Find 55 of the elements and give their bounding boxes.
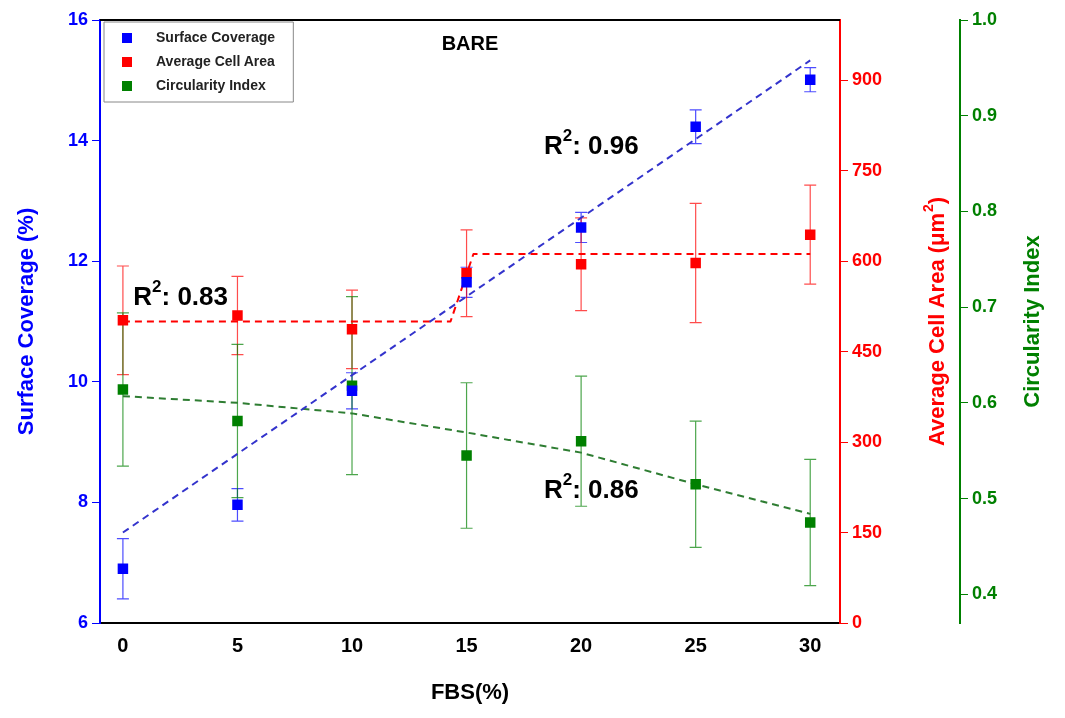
point bbox=[575, 258, 587, 270]
x-tick-label: 25 bbox=[684, 633, 707, 656]
point bbox=[232, 499, 243, 511]
point bbox=[575, 222, 587, 233]
y2-tick-label: 900 bbox=[852, 69, 883, 90]
y-axis-title: Surface Coverage (%) bbox=[13, 207, 39, 436]
point bbox=[346, 324, 358, 335]
point bbox=[804, 517, 816, 528]
point bbox=[804, 229, 816, 240]
y3-tick-label: 0.4 bbox=[972, 583, 998, 604]
y2-tick-label: 0 bbox=[852, 611, 863, 632]
legend-label: Surface Coverage bbox=[156, 28, 276, 45]
annotation: BARE bbox=[441, 31, 499, 54]
y2-tick-label: 300 bbox=[852, 431, 883, 452]
point bbox=[461, 277, 472, 288]
y3-tick-label: 0.9 bbox=[972, 104, 998, 125]
y3-tick-label: 0.8 bbox=[972, 200, 998, 221]
point bbox=[690, 121, 701, 132]
y2-axis-title: Average Cell Area (μm2) bbox=[920, 196, 950, 447]
x-tick-label: 15 bbox=[455, 633, 478, 656]
y-tick-label: 14 bbox=[67, 129, 88, 150]
y3-axis-title: Circularity Index bbox=[1019, 234, 1045, 408]
y2-tick-label: 150 bbox=[852, 521, 883, 542]
point bbox=[232, 415, 243, 427]
point bbox=[804, 74, 816, 85]
x-tick-label: 30 bbox=[799, 633, 822, 656]
point bbox=[575, 435, 587, 447]
point bbox=[346, 385, 358, 397]
y-tick-label: 16 bbox=[67, 8, 88, 29]
point bbox=[117, 315, 129, 326]
point bbox=[117, 563, 129, 574]
y3-tick-label: 1.0 bbox=[972, 8, 998, 29]
x-tick-label: 20 bbox=[569, 633, 593, 656]
point bbox=[117, 384, 129, 395]
y-tick-label: 10 bbox=[67, 370, 88, 391]
y3-tick-label: 0.6 bbox=[972, 391, 998, 412]
y-tick-label: 8 bbox=[77, 491, 88, 512]
legend-label: Circularity Index bbox=[156, 76, 266, 93]
point bbox=[690, 478, 701, 490]
point bbox=[461, 268, 472, 279]
y3-tick-label: 0.5 bbox=[972, 487, 998, 508]
x-tick-label: 0 bbox=[117, 633, 129, 656]
y2-tick-label: 450 bbox=[852, 340, 883, 361]
x-tick-label: 10 bbox=[340, 633, 364, 656]
y2-tick-label: 600 bbox=[852, 250, 883, 271]
point bbox=[461, 450, 472, 461]
y-tick-label: 12 bbox=[67, 250, 88, 271]
x-tick-label: 5 bbox=[231, 633, 244, 656]
point bbox=[690, 257, 701, 269]
y-tick-label: 6 bbox=[77, 611, 88, 632]
point bbox=[232, 310, 243, 321]
legend-label: Average Cell Area bbox=[156, 52, 276, 69]
y3-tick-label: 0.7 bbox=[972, 296, 998, 317]
x-axis-title: FBS(%) bbox=[430, 679, 510, 705]
y2-tick-label: 750 bbox=[852, 159, 883, 180]
